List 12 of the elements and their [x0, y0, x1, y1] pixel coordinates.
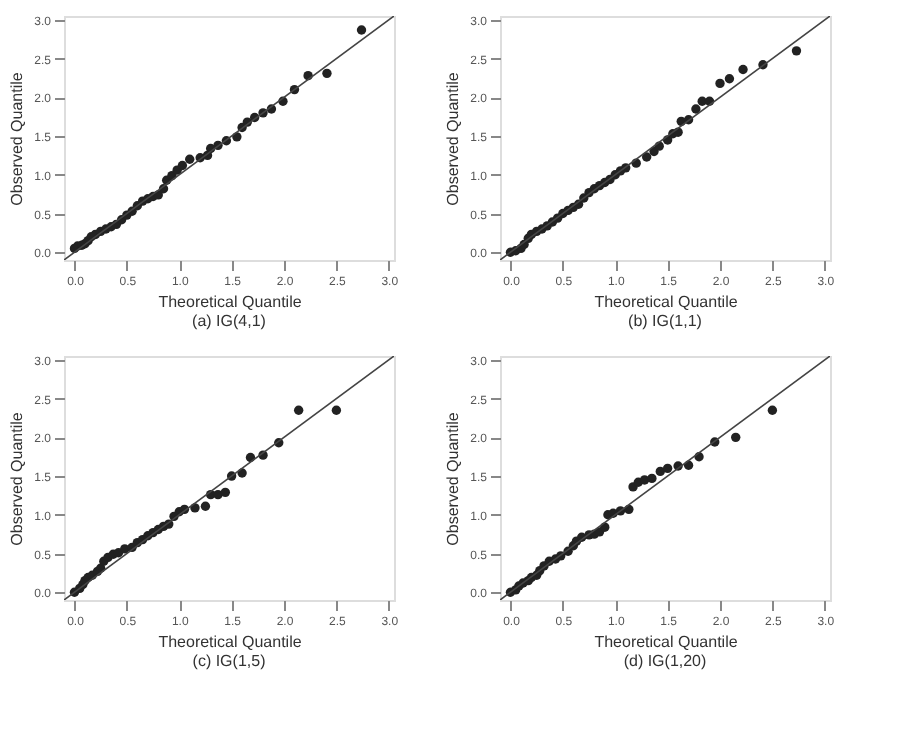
text: (b) IG(1,1) — [628, 312, 703, 330]
text: (d) IG(1,20) — [623, 652, 708, 670]
x-axis-title: Theoretical Quantile — [158, 633, 303, 651]
y-axis-title: Observed Quantile — [444, 71, 463, 206]
y-axis-title: Observed Quantile — [8, 411, 27, 546]
text: (c) IG(1,5) — [192, 652, 267, 670]
text: (a) IG(4,1) — [192, 312, 267, 330]
x-axis-title: Theoretical Quantile — [594, 633, 739, 651]
x-axis-title: Theoretical Quantile — [158, 293, 303, 311]
y-axis-title: Observed Quantile — [444, 411, 463, 546]
y-axis-title: Observed Quantile — [8, 71, 27, 206]
x-axis-title: Theoretical Quantile — [594, 293, 739, 311]
